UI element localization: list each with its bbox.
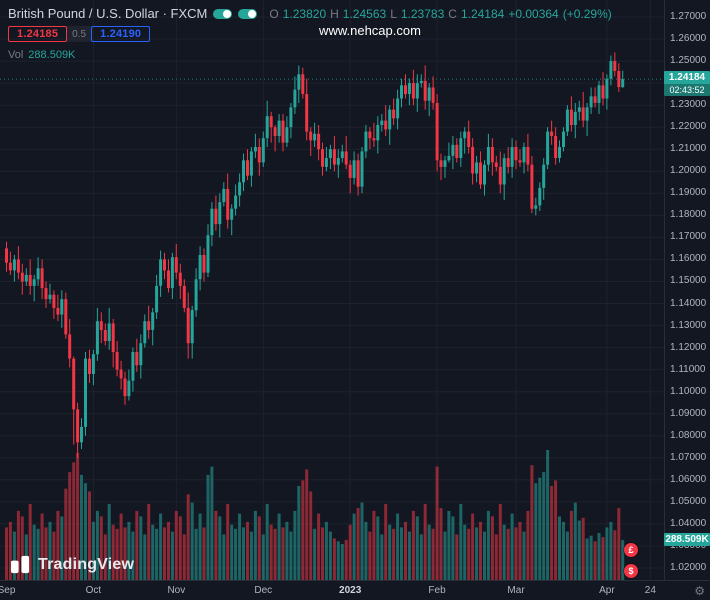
change-percent: (+0.29%) bbox=[562, 6, 612, 21]
change-value: +0.00364 bbox=[508, 6, 559, 21]
time-axis-label: Apr bbox=[599, 585, 615, 596]
last-price-value: 1.24184 bbox=[668, 72, 706, 84]
time-axis-label: Nov bbox=[167, 585, 186, 596]
tradingview-logo[interactable]: TradingView bbox=[10, 554, 134, 575]
price-axis-label: 1.09000 bbox=[670, 407, 707, 419]
chart-header: British Pound / U.S. Dollar · FXCM O 1.23… bbox=[8, 6, 612, 61]
toggle-knob bbox=[248, 9, 257, 18]
toggle-switch-1[interactable] bbox=[213, 8, 233, 19]
price-axis-label: 1.19000 bbox=[670, 187, 707, 199]
event-icons: £ $ bbox=[624, 543, 638, 578]
economic-event-gbp-icon[interactable]: £ bbox=[624, 543, 638, 557]
close-label: C bbox=[448, 6, 457, 21]
price-axis-label: 1.04000 bbox=[670, 517, 707, 529]
tradingview-logo-text: TradingView bbox=[38, 555, 135, 573]
price-axis-label: 1.15000 bbox=[670, 275, 707, 287]
volume-label[interactable]: Vol bbox=[8, 49, 24, 61]
price-axis-label: 1.13000 bbox=[670, 319, 707, 331]
price-axis-label: 1.14000 bbox=[670, 297, 707, 309]
price-axis-label: 1.21000 bbox=[670, 143, 707, 155]
bid-ask-row: 1.24185 0.5 1.24190 bbox=[8, 26, 612, 42]
economic-event-usd-icon[interactable]: $ bbox=[624, 564, 638, 578]
ohlc-values: O 1.23820 H 1.24563 L 1.23783 C 1.24184 +0.0… bbox=[269, 7, 611, 21]
low-label: L bbox=[390, 6, 397, 21]
bar-countdown: 02:43:52 bbox=[664, 84, 710, 97]
sell-button[interactable]: 1.24185 bbox=[8, 26, 68, 42]
volume-row: Vol 288.509K bbox=[8, 49, 612, 61]
time-axis-label: Dec bbox=[254, 585, 273, 596]
low-value: 1.23783 bbox=[400, 6, 445, 21]
price-axis-label: 1.26000 bbox=[670, 33, 707, 45]
price-axis-label: 1.07000 bbox=[670, 451, 707, 463]
open-label: O bbox=[269, 6, 279, 21]
price-axis-label: 1.16000 bbox=[670, 253, 707, 265]
toggle-switch-2[interactable] bbox=[238, 8, 258, 19]
time-axis-label: Feb bbox=[428, 585, 446, 596]
buy-button[interactable]: 1.24190 bbox=[91, 26, 151, 42]
time-axis-label: 24 bbox=[644, 585, 656, 596]
last-price-badge: 1.24184 02:43:52 bbox=[664, 71, 710, 97]
price-axis-label: 1.05000 bbox=[670, 495, 707, 507]
volume-badge: 288.509K bbox=[664, 533, 710, 547]
watermark-text: www.nehcap.com bbox=[319, 23, 421, 38]
price-axis-label: 1.06000 bbox=[670, 473, 707, 485]
price-axis-label: 1.11000 bbox=[670, 363, 706, 375]
toggle-knob bbox=[223, 9, 232, 18]
close-value: 1.24184 bbox=[460, 6, 505, 21]
symbol-row: British Pound / U.S. Dollar · FXCM O 1.23… bbox=[8, 6, 612, 21]
time-axis[interactable]: Sep Oct Nov Dec 2023 Feb Mar Apr 24 bbox=[0, 580, 664, 600]
price-axis[interactable]: 1.270001.260001.250001.240001.230001.220… bbox=[664, 0, 710, 580]
time-axis-label: Mar bbox=[507, 585, 525, 596]
tradingview-logo-icon bbox=[10, 555, 30, 574]
axis-corner: ⚙ bbox=[664, 580, 710, 600]
price-axis-label: 1.27000 bbox=[670, 11, 707, 22]
price-axis-label: 1.22000 bbox=[670, 121, 707, 133]
time-axis-label: Sep bbox=[0, 585, 16, 596]
price-axis-label: 1.23000 bbox=[670, 99, 707, 111]
price-axis-label: 1.02000 bbox=[670, 562, 707, 573]
symbol-title[interactable]: British Pound / U.S. Dollar · FXCM bbox=[8, 6, 208, 21]
price-axis-label: 1.18000 bbox=[670, 209, 707, 221]
time-axis-label: 2023 bbox=[339, 585, 362, 596]
spread-value: 0.5 bbox=[67, 26, 92, 42]
price-axis-label: 1.12000 bbox=[670, 341, 707, 353]
price-axis-label: 1.17000 bbox=[670, 231, 707, 243]
settings-gear-icon[interactable]: ⚙ bbox=[694, 583, 705, 598]
high-label: H bbox=[330, 6, 339, 21]
high-value: 1.24563 bbox=[342, 6, 387, 21]
open-value: 1.23820 bbox=[282, 6, 327, 21]
price-axis-label: 1.08000 bbox=[670, 429, 707, 441]
price-axis-label: 1.25000 bbox=[670, 55, 707, 67]
time-axis-label: Oct bbox=[85, 585, 102, 596]
volume-value: 288.509K bbox=[28, 49, 76, 61]
price-axis-label: 1.20000 bbox=[670, 165, 707, 177]
price-axis-label: 1.10000 bbox=[670, 385, 707, 397]
